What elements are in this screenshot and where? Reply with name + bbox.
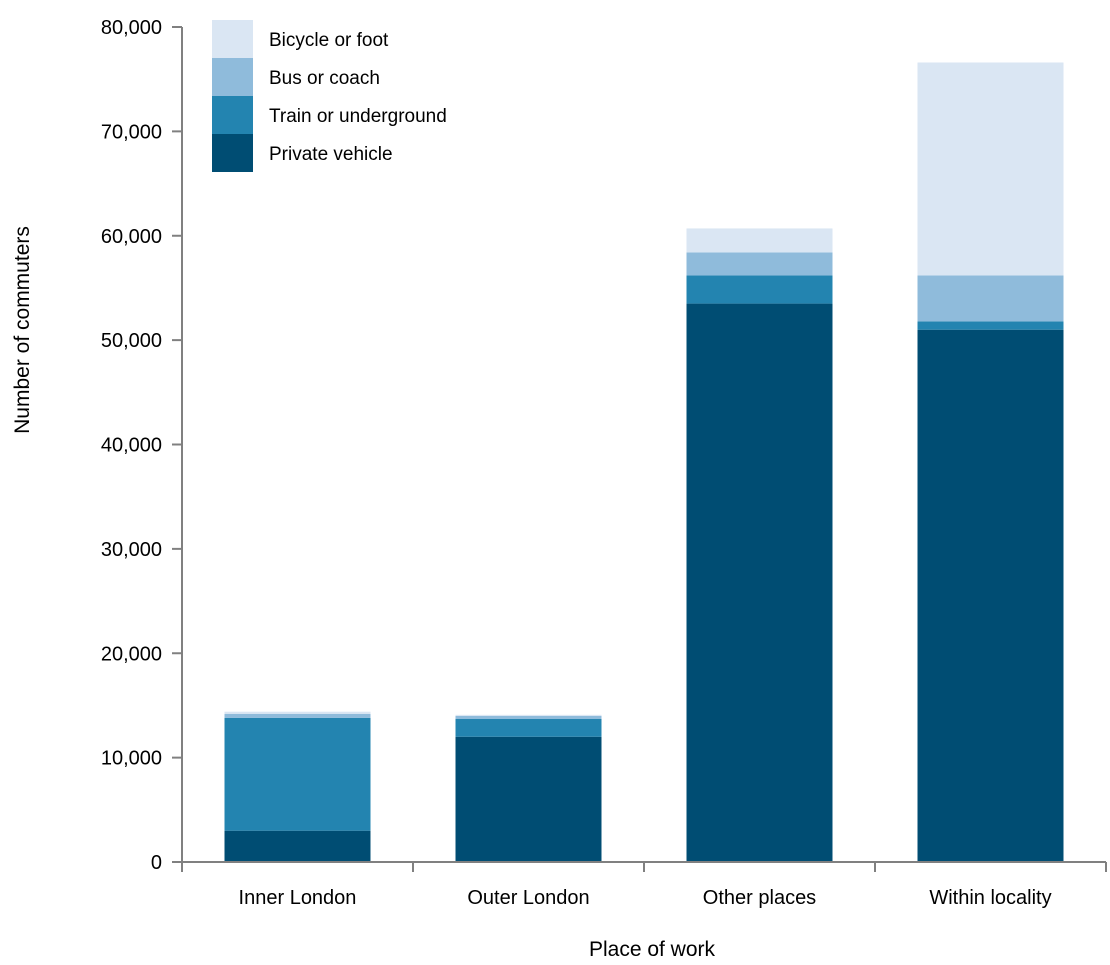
bar-within-locality-private-vehicle [917,329,1064,862]
y-tick-label: 20,000 [101,643,162,665]
bar-within-locality-train-or-underground [917,321,1064,330]
legend-label: Train or underground [269,106,447,127]
y-tick-label: 70,000 [101,121,162,143]
bar-other-places-bicycle-or-foot [686,228,833,253]
y-tick-label: 0 [151,852,162,874]
legend-label: Private vehicle [269,144,393,165]
legend: Bicycle or foot Bus or coach Train or unde… [212,20,447,172]
y-tick-label: 30,000 [101,539,162,561]
bar-outer-london-private-vehicle [455,736,602,862]
bar-outer-london-bus-or-coach [455,715,602,720]
x-ticks-group: Inner London Outer London Other places With… [181,862,1107,909]
x-tick-label: Outer London [467,887,589,909]
y-ticks-group: 0 10,000 20,000 30,000 40,000 50,000 60,000 70,… [101,17,182,874]
legend-swatch [212,20,253,58]
y-tick-label: 50,000 [101,330,162,352]
bar-other-places-private-vehicle [686,303,833,862]
legend-label: Bicycle or foot [269,30,389,51]
bar-inner-london-bus-or-coach [224,713,371,718]
bar-other-places-train-or-underground [686,275,833,304]
legend-label: Bus or coach [269,68,380,89]
y-tick-label: 10,000 [101,748,162,770]
bar-outer-london-train-or-underground [455,719,602,737]
y-tick-label: 60,000 [101,226,162,248]
bar-inner-london-private-vehicle [224,830,371,862]
bar-inner-london-bicycle-or-foot [224,711,371,714]
y-tick-label: 40,000 [101,435,162,457]
bar-outer-london-bicycle-or-foot [455,714,602,716]
legend-swatch [212,96,253,134]
x-tick-label: Other places [703,887,816,909]
bar-inner-london-train-or-underground [224,717,371,831]
bar-other-places-bus-or-coach [686,252,833,276]
x-tick-label: Within locality [929,887,1051,909]
legend-swatch [212,58,253,96]
bar-within-locality-bicycle-or-foot [917,62,1064,276]
bars-group [224,62,1064,862]
x-tick-label: Inner London [239,887,357,909]
bar-within-locality-bus-or-coach [917,275,1064,322]
y-tick-label: 80,000 [101,17,162,39]
x-axis-title: Place of work [589,938,716,961]
legend-swatch [212,134,253,172]
y-axis-title: Number of commuters [11,226,34,434]
